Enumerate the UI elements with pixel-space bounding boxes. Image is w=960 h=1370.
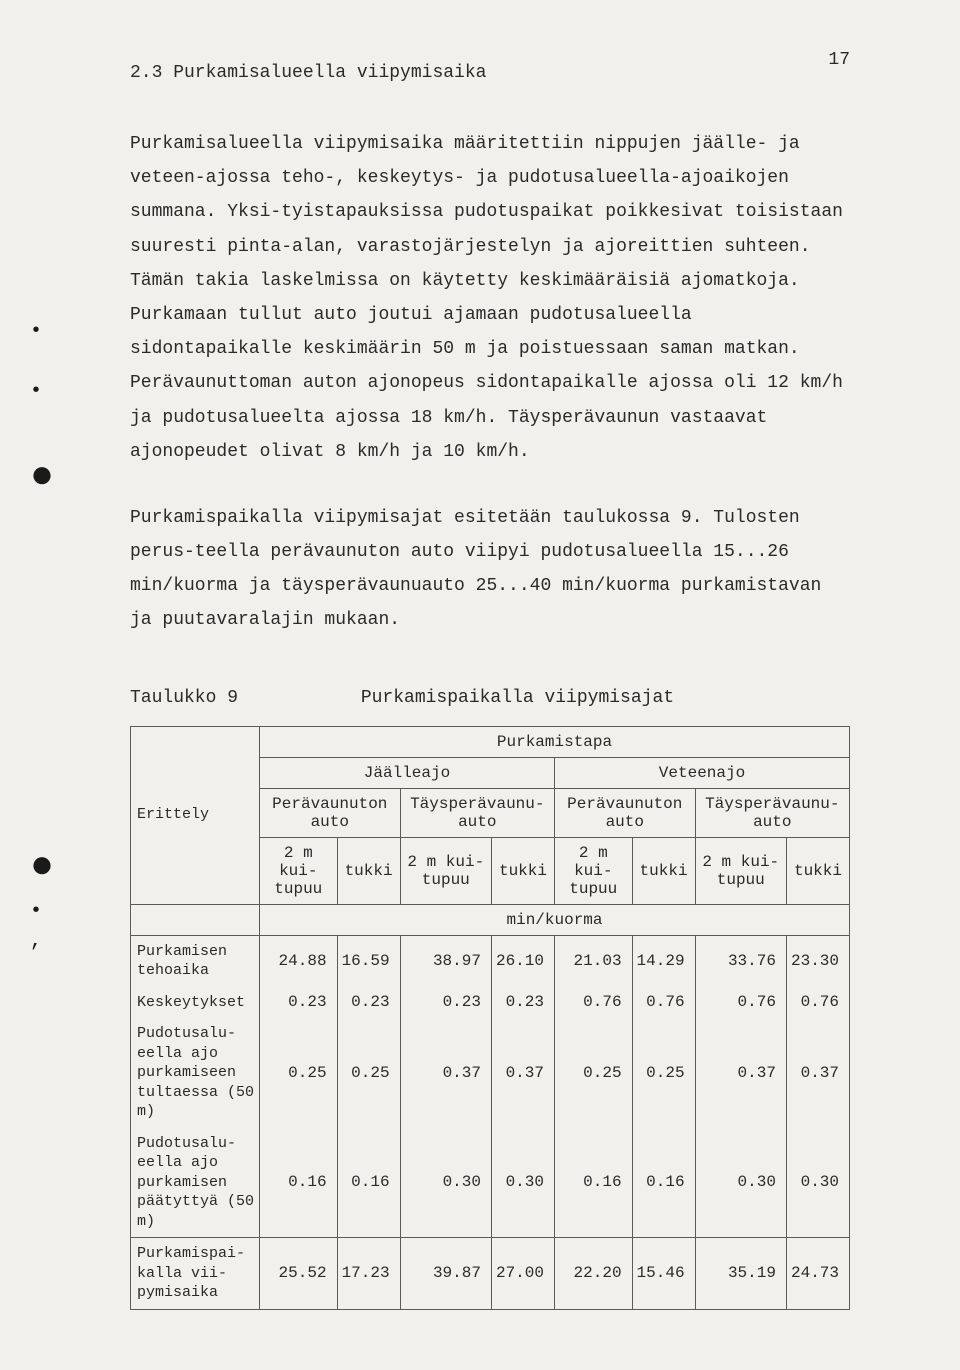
total-label: Purkamispai-kalla vii-pymisaika: [131, 1238, 260, 1310]
data-cell: 21.03: [554, 935, 632, 987]
table-title: Purkamispaikalla viipymisajat: [361, 688, 674, 708]
col-kuitupuu: 2 m kui-tupuu: [695, 837, 786, 904]
data-cell: 0.76: [695, 987, 786, 1019]
col-tukki: tukki: [632, 837, 695, 904]
data-cell: 0.30: [491, 1128, 554, 1238]
row-label: Purkamisen tehoaika: [131, 935, 260, 987]
data-cell: 0.25: [260, 1018, 338, 1128]
row-label: Pudotusalu-eella ajo purkamiseen tultaes…: [131, 1018, 260, 1128]
col-tukki: tukki: [337, 837, 400, 904]
data-cell: 0.30: [786, 1128, 849, 1238]
data-cell: 0.37: [491, 1018, 554, 1128]
total-cell: 17.23: [337, 1238, 400, 1310]
paragraph-2: Purkamispaikalla viipymisajat esitetään …: [130, 501, 850, 638]
data-cell: 0.25: [337, 1018, 400, 1128]
paragraph-1: Purkamisalueella viipymisaika määritetti…: [130, 127, 850, 469]
row-label: Keskeytykset: [131, 987, 260, 1019]
col-kuitupuu: 2 m kui-tupuu: [554, 837, 632, 904]
col-veteenajo: Veteenajo: [554, 757, 849, 788]
col-purkamistapa: Purkamistapa: [260, 726, 850, 757]
section-heading: 2.3 Purkamisalueella viipymisaika: [130, 60, 850, 87]
col-taysperavaunu: Täysperävaunu-auto: [695, 788, 849, 837]
col-kuitupuu: 2 m kui-tupuu: [400, 837, 491, 904]
data-cell: 0.23: [491, 987, 554, 1019]
total-cell: 39.87: [400, 1238, 491, 1310]
col-tukki: tukki: [491, 837, 554, 904]
total-cell: 27.00: [491, 1238, 554, 1310]
col-erittely: Erittely: [131, 726, 260, 904]
data-cell: 0.30: [400, 1128, 491, 1238]
col-peravaunuton: Perävaunuton auto: [260, 788, 401, 837]
table-row: Keskeytykset0.230.230.230.230.760.760.76…: [131, 987, 850, 1019]
data-cell: 14.29: [632, 935, 695, 987]
table-label: Taulukko 9: [130, 688, 350, 708]
total-cell: 25.52: [260, 1238, 338, 1310]
data-cell: 0.23: [400, 987, 491, 1019]
data-cell: 23.30: [786, 935, 849, 987]
data-cell: 0.25: [632, 1018, 695, 1128]
data-cell: 0.25: [554, 1018, 632, 1128]
total-cell: 15.46: [632, 1238, 695, 1310]
total-cell: 22.20: [554, 1238, 632, 1310]
document-page: 17 2.3 Purkamisalueella viipymisaika Pur…: [0, 0, 960, 1360]
data-table: Erittely Purkamistapa Jäälleajo Veteenaj…: [130, 726, 850, 1310]
data-cell: 0.23: [337, 987, 400, 1019]
table-row: Pudotusalu-eella ajo purkamiseen tultaes…: [131, 1018, 850, 1128]
data-cell: 16.59: [337, 935, 400, 987]
data-cell: 0.16: [337, 1128, 400, 1238]
col-peravaunuton: Perävaunuton auto: [554, 788, 695, 837]
data-cell: 33.76: [695, 935, 786, 987]
total-cell: 35.19: [695, 1238, 786, 1310]
col-jaalleajo: Jäälleajo: [260, 757, 555, 788]
data-cell: 26.10: [491, 935, 554, 987]
data-cell: 0.76: [554, 987, 632, 1019]
col-kuitupuu: 2 m kui-tupuu: [260, 837, 338, 904]
data-cell: 0.23: [260, 987, 338, 1019]
row-label: Pudotusalu-eella ajo purkamisen päätytty…: [131, 1128, 260, 1238]
total-cell: 24.73: [786, 1238, 849, 1310]
data-cell: 24.88: [260, 935, 338, 987]
table-row: Pudotusalu-eella ajo purkamisen päätytty…: [131, 1128, 850, 1238]
data-cell: 0.76: [632, 987, 695, 1019]
col-taysperavaunu: Täysperävaunu-auto: [400, 788, 554, 837]
data-cell: 0.37: [695, 1018, 786, 1128]
data-cell: 0.30: [695, 1128, 786, 1238]
unit-spacer: [131, 904, 260, 935]
data-cell: 0.16: [260, 1128, 338, 1238]
table-caption: Taulukko 9 Purkamispaikalla viipymisajat: [130, 688, 850, 708]
page-number: 17: [828, 50, 850, 70]
data-cell: 0.76: [786, 987, 849, 1019]
data-cell: 0.16: [632, 1128, 695, 1238]
data-cell: 38.97: [400, 935, 491, 987]
table-header-row: Erittely Purkamistapa: [131, 726, 850, 757]
data-cell: 0.16: [554, 1128, 632, 1238]
unit-cell: min/kuorma: [260, 904, 850, 935]
data-cell: 0.37: [400, 1018, 491, 1128]
table-unit-row: min/kuorma: [131, 904, 850, 935]
data-cell: 0.37: [786, 1018, 849, 1128]
table-total-row: Purkamispai-kalla vii-pymisaika 25.52 17…: [131, 1238, 850, 1310]
col-tukki: tukki: [786, 837, 849, 904]
table-row: Purkamisen tehoaika24.8816.5938.9726.102…: [131, 935, 850, 987]
